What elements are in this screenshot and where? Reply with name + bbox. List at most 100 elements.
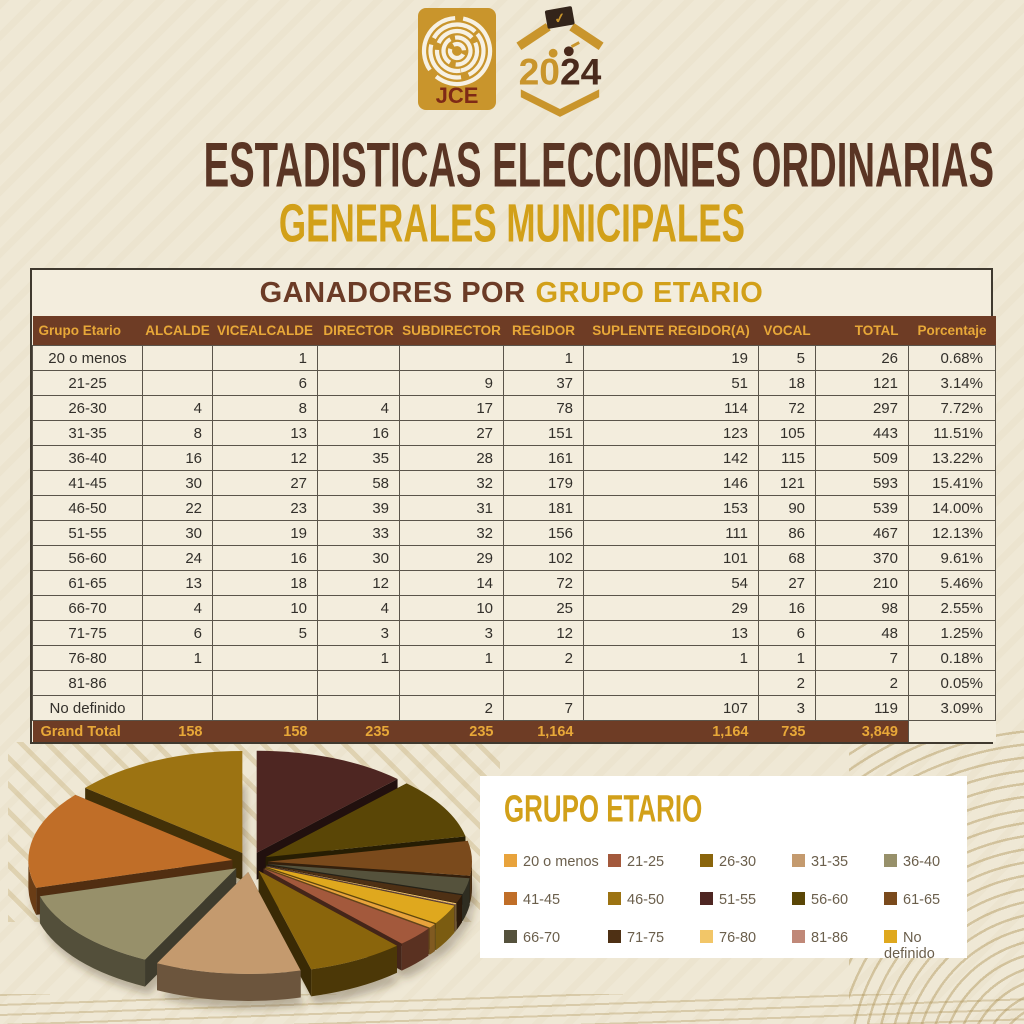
legend-item: 61-65 bbox=[884, 892, 967, 908]
cell-value: 1 bbox=[399, 645, 504, 671]
column-header: VOCAL bbox=[758, 316, 816, 346]
cell-value: 2.55% bbox=[908, 595, 996, 621]
legend-swatch-icon bbox=[700, 854, 713, 867]
cell-value: 16 bbox=[758, 595, 816, 621]
row-label: 61-65 bbox=[32, 570, 143, 596]
fingerprint-icon bbox=[421, 15, 493, 87]
column-header: REGIDOR bbox=[503, 316, 584, 346]
cell-value: 18 bbox=[758, 370, 816, 396]
cell-value: 5.46% bbox=[908, 570, 996, 596]
row-label: 31-35 bbox=[32, 420, 143, 446]
cell-value: 6 bbox=[142, 620, 213, 646]
cell-value: 3 bbox=[758, 695, 816, 721]
grand-total-value: 735 bbox=[758, 720, 816, 742]
cell-value bbox=[317, 370, 400, 396]
pie-slice-26-30 bbox=[258, 870, 398, 997]
cell-value: 13 bbox=[583, 620, 759, 646]
stats-table-panel: GANADORES POR GRUPO ETARIO Grupo Etario A… bbox=[30, 268, 996, 744]
ganadores-table: Grupo Etario ALCALDE VICEALCALDE DIRECTOR SU… bbox=[32, 316, 996, 742]
column-header: TOTAL bbox=[815, 316, 909, 346]
cell-value: 161 bbox=[503, 445, 584, 471]
grand-total-value bbox=[908, 720, 996, 742]
cell-value: 142 bbox=[583, 445, 759, 471]
cell-value bbox=[212, 645, 318, 671]
cell-value: 13 bbox=[142, 570, 213, 596]
legend-swatch-icon bbox=[504, 892, 517, 905]
cell-value: 13 bbox=[212, 420, 318, 446]
grand-total-value: 3,849 bbox=[815, 720, 909, 742]
row-label: No definido bbox=[32, 695, 143, 721]
legend-swatch-icon bbox=[608, 892, 621, 905]
cell-value: 146 bbox=[583, 470, 759, 496]
chart-legend-panel: GRUPO ETARIO 20 o menos 21-25 26-30 31-35 36… bbox=[480, 776, 967, 962]
cell-value: 72 bbox=[503, 570, 584, 596]
cell-value: 9.61% bbox=[908, 545, 996, 571]
cell-value: 16 bbox=[142, 445, 213, 471]
cell-value: 14.00% bbox=[908, 495, 996, 521]
cell-value: 3 bbox=[399, 620, 504, 646]
cell-value: 22 bbox=[142, 495, 213, 521]
age-group-pie-chart bbox=[28, 750, 476, 1009]
cell-value: 9 bbox=[399, 370, 504, 396]
dot-icon bbox=[548, 48, 558, 58]
cell-value: 54 bbox=[583, 570, 759, 596]
cell-value: 10 bbox=[212, 595, 318, 621]
row-label: 66-70 bbox=[32, 595, 143, 621]
legend-item: 21-25 bbox=[608, 854, 700, 870]
row-label: 46-50 bbox=[32, 495, 143, 521]
table-row: 46-50 22 23 39 31 181 153 90 539 14.00% bbox=[32, 495, 996, 521]
legend-item: 41-45 bbox=[504, 892, 608, 908]
checkmark-icon: ✓ bbox=[553, 10, 567, 27]
column-header: SUPLENTE REGIDOR(A) bbox=[583, 316, 759, 346]
cell-value: 27 bbox=[212, 470, 318, 496]
column-header: DIRECTOR bbox=[317, 316, 400, 346]
cell-value: 2 bbox=[815, 670, 909, 696]
cell-value: 4 bbox=[142, 595, 213, 621]
page-subtitle: GENERALES MUNICIPALES bbox=[278, 192, 746, 254]
cell-value: 0.05% bbox=[908, 670, 996, 696]
cell-value: 58 bbox=[317, 470, 400, 496]
legend-item: 26-30 bbox=[700, 854, 792, 870]
grand-total-value: 235 bbox=[317, 720, 400, 742]
legend-swatch-icon bbox=[608, 930, 621, 943]
cell-value: 5 bbox=[758, 345, 816, 371]
header-logos: JCE ✓ 2024 bbox=[0, 6, 1024, 118]
cell-value: 1 bbox=[212, 345, 318, 371]
jce-logo: JCE bbox=[418, 8, 496, 110]
table-title-accent: GRUPO ETARIO bbox=[535, 276, 764, 309]
chart-legend: 20 o menos 21-25 26-30 31-35 36-40 41-45 46-50… bbox=[504, 854, 967, 962]
cell-value: 7.72% bbox=[908, 395, 996, 421]
cell-value: 2 bbox=[758, 670, 816, 696]
page-title: ESTADISTICAS ELECCIONES ORDINARIAS bbox=[203, 130, 995, 201]
cell-value: 90 bbox=[758, 495, 816, 521]
jce-logo-text: JCE bbox=[436, 83, 479, 108]
row-label: 71-75 bbox=[32, 620, 143, 646]
legend-item: 76-80 bbox=[700, 930, 792, 962]
legend-swatch-icon bbox=[700, 892, 713, 905]
cell-value: 0.68% bbox=[908, 345, 996, 371]
legend-swatch-icon bbox=[700, 930, 713, 943]
cell-value bbox=[142, 370, 213, 396]
legend-swatch-icon bbox=[792, 854, 805, 867]
cell-value: 7 bbox=[815, 645, 909, 671]
legend-swatch-icon bbox=[504, 854, 517, 867]
table-row: 76-80 1 1 1 2 1 1 7 0.18% bbox=[32, 645, 996, 671]
row-label: 76-80 bbox=[32, 645, 143, 671]
cell-value: 14 bbox=[399, 570, 504, 596]
ballot-2024-logo: ✓ 2024 bbox=[516, 6, 604, 117]
cell-value: 7 bbox=[503, 695, 584, 721]
legend-item: 20 o menos bbox=[504, 854, 608, 870]
cell-value: 539 bbox=[815, 495, 909, 521]
legend-label: 71-75 bbox=[627, 930, 665, 946]
cell-value: 107 bbox=[583, 695, 759, 721]
cell-value: 8 bbox=[142, 420, 213, 446]
column-header: Grupo Etario bbox=[32, 316, 143, 346]
cell-value: 32 bbox=[399, 520, 504, 546]
cell-value: 179 bbox=[503, 470, 584, 496]
grand-total-value: 158 bbox=[142, 720, 213, 742]
table-title-prefix: GANADORES POR bbox=[259, 276, 526, 309]
legend-label: 66-70 bbox=[523, 930, 561, 946]
head-dot-icon bbox=[563, 46, 574, 57]
row-label: 41-45 bbox=[32, 470, 143, 496]
